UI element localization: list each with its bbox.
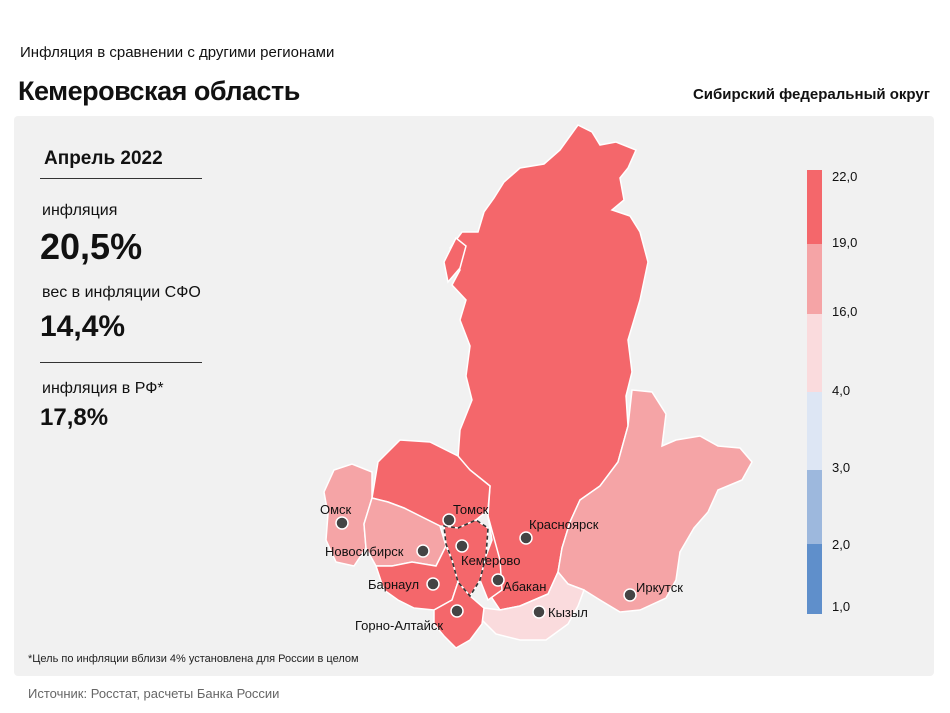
weight-label: вес в инфляции СФО [42, 284, 201, 301]
city-label-abakan: Абакан [503, 579, 546, 594]
legend-tick-2: 2,0 [832, 537, 850, 552]
page-title: Кемеровская область [18, 76, 300, 106]
rf-inflation-label: инфляция в РФ* [42, 380, 164, 397]
region-irkutsk[interactable] [557, 389, 753, 613]
kemerovo-highlight-outline [443, 519, 489, 598]
region-tyva[interactable] [481, 570, 585, 641]
district-label: Сибирский федеральный округ [692, 86, 930, 103]
city-dot-novosibirsk [416, 544, 430, 558]
city-label-tomsk: Томск [453, 502, 489, 517]
city-dot-irkutsk [623, 588, 637, 602]
city-label-novosibirsk: Новосибирск [325, 544, 404, 559]
legend-swatch-3 [807, 314, 822, 392]
rf-inflation-value: 17,8% [40, 404, 109, 431]
city-label-irkutsk: Иркутск [636, 580, 683, 595]
legend-tick-4: 4,0 [832, 383, 850, 398]
city-label-gorno-altaisk: Горно-Алтайск [355, 618, 443, 633]
legend-tick-1: 1,0 [832, 599, 850, 614]
legend-swatch-5 [807, 470, 822, 544]
inflation-label: инфляция [42, 202, 118, 219]
legend-bar [807, 170, 822, 614]
city-dot-abakan [491, 573, 505, 587]
footnote: *Цель по инфляции вблизи 4% установлена … [28, 653, 359, 665]
legend-tick-22: 22,0 [832, 169, 857, 184]
city-label-kemerovo: Кемерово [461, 553, 520, 568]
city-label-kyzyl: Кызыл [548, 605, 588, 620]
legend-swatch-1 [807, 170, 822, 244]
city-label-krasnoyarsk: Красноярск [529, 517, 599, 532]
subtitle: Инфляция в сравнении с другими регионами [20, 44, 335, 61]
region-krasnoyarsk-island [443, 236, 467, 284]
legend-tick-3: 3,0 [832, 460, 850, 475]
inflation-value: 20,5% [40, 226, 143, 267]
divider-bottom [40, 362, 202, 363]
city-dot-kyzyl [532, 605, 546, 619]
divider-top [40, 178, 202, 179]
city-dot-omsk [335, 516, 349, 530]
legend-swatch-2 [807, 244, 822, 314]
city-dot-gorno-altaisk [450, 604, 464, 618]
city-markers [335, 513, 637, 619]
source-note: Источник: Росстат, расчеты Банка России [28, 686, 280, 701]
legend-swatch-4 [807, 392, 822, 470]
legend-tick-16: 16,0 [832, 304, 857, 319]
city-dot-kemerovo [455, 539, 469, 553]
city-label-omsk: Омск [320, 502, 352, 517]
city-dot-krasnoyarsk [519, 531, 533, 545]
city-dot-barnaul [426, 577, 440, 591]
region-omsk[interactable] [323, 463, 373, 567]
city-dot-tomsk [442, 513, 456, 527]
city-label-barnaul: Барнаул [368, 577, 419, 592]
legend-tick-19: 19,0 [832, 235, 857, 250]
period-label: Апрель 2022 [44, 148, 163, 169]
weight-value: 14,4% [40, 310, 126, 343]
legend-swatch-6 [807, 544, 822, 614]
